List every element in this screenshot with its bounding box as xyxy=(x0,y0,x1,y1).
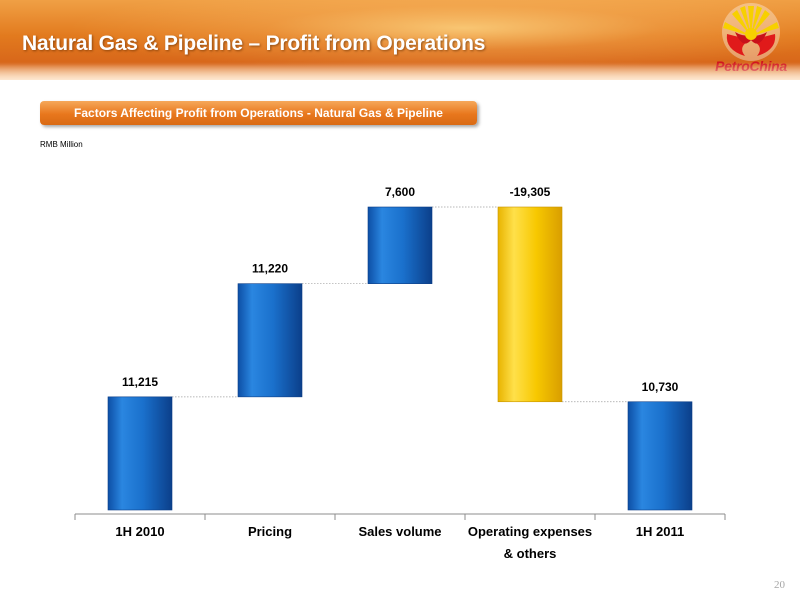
value-label-0: 11,215 xyxy=(122,375,158,389)
bar-2 xyxy=(367,206,433,284)
connector-lines xyxy=(172,206,628,403)
bar-1 xyxy=(237,283,303,398)
bar-3 xyxy=(497,206,563,403)
page-title: Natural Gas & Pipeline – Profit from Ope… xyxy=(22,32,486,55)
chart-subtitle-banner: Factors Affecting Profit from Operations… xyxy=(40,101,477,125)
header-banner: Natural Gas & Pipeline – Profit from Ope… xyxy=(0,0,800,80)
category-label-3-line-0: Operating expenses xyxy=(468,524,592,539)
bar-0 xyxy=(107,396,173,511)
category-label-4: 1H 2011 xyxy=(636,524,684,539)
bars xyxy=(107,206,693,511)
units-label: RMB Million xyxy=(40,140,83,149)
value-label-1: 11,220 xyxy=(252,262,288,276)
value-label-3: -19,305 xyxy=(510,185,551,199)
value-label-2: 7,600 xyxy=(385,185,415,199)
page-number: 20 xyxy=(774,579,785,591)
x-axis: 1H 2010 Pricing Sales volume Operating expe… xyxy=(74,513,726,561)
category-label-1: Pricing xyxy=(248,524,292,539)
category-label-0: 1H 2010 xyxy=(115,524,164,539)
value-label-4: 10,730 xyxy=(642,380,679,394)
category-label-3-line-1: & others xyxy=(504,546,557,561)
bar-4 xyxy=(627,401,693,511)
petrochina-logo-icon xyxy=(722,3,780,61)
category-label-2: Sales volume xyxy=(358,524,441,539)
value-labels: 11,215 11,220 7,600 -19,305 10,730 xyxy=(122,185,679,394)
